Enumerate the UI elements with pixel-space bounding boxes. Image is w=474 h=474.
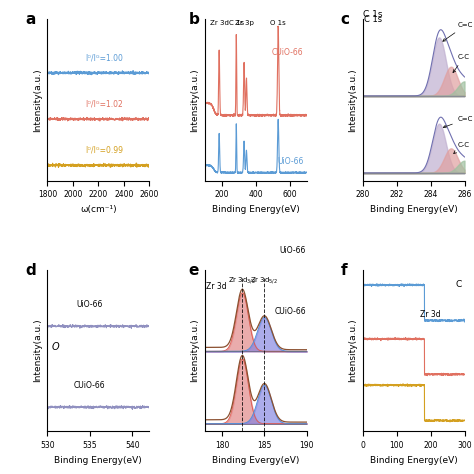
Y-axis label: Intensity(a.u.): Intensity(a.u.) [191, 68, 200, 132]
Text: O 1s: O 1s [270, 20, 286, 27]
X-axis label: Binding Energy(eV): Binding Energy(eV) [370, 456, 457, 465]
Y-axis label: Intensity(a.u.): Intensity(a.u.) [33, 319, 42, 383]
X-axis label: Binding Evergy(eV): Binding Evergy(eV) [212, 456, 300, 465]
Text: f: f [340, 263, 347, 278]
Y-axis label: Intensity(a.u.): Intensity(a.u.) [348, 68, 357, 132]
Text: O: O [52, 343, 59, 353]
Text: C 1s: C 1s [363, 10, 383, 19]
Text: e: e [189, 263, 199, 278]
Text: Zr 3p: Zr 3p [235, 20, 254, 27]
X-axis label: Binding Energy(eV): Binding Energy(eV) [55, 456, 142, 465]
Text: a: a [25, 12, 36, 27]
Text: UiO-66: UiO-66 [77, 300, 103, 309]
Text: C=C: C=C [443, 22, 473, 41]
Text: C 1s: C 1s [229, 20, 244, 27]
Text: UiO-66: UiO-66 [280, 246, 306, 255]
X-axis label: ω(cm⁻¹): ω(cm⁻¹) [80, 205, 117, 214]
Text: d: d [25, 263, 36, 278]
Text: Zr 3d: Zr 3d [420, 310, 441, 319]
Text: C=C: C=C [443, 117, 473, 128]
Text: c: c [340, 12, 349, 27]
Text: C-C: C-C [454, 142, 470, 154]
Text: CUiO-66: CUiO-66 [74, 381, 106, 390]
X-axis label: Binding Energy(eV): Binding Energy(eV) [370, 205, 457, 214]
Y-axis label: Intensity(a.u.): Intensity(a.u.) [191, 319, 200, 383]
Y-axis label: Intensity(a.u.): Intensity(a.u.) [348, 319, 357, 383]
Text: b: b [189, 12, 200, 27]
Text: Iᴰ/Iᴳ=1.02: Iᴰ/Iᴳ=1.02 [85, 99, 123, 108]
Text: CUiO-66: CUiO-66 [272, 48, 303, 57]
Text: Iᴰ/Iᴳ=0.99: Iᴰ/Iᴳ=0.99 [85, 146, 124, 155]
Y-axis label: Intensity(a.u.): Intensity(a.u.) [33, 68, 42, 132]
Text: CUiO-66: CUiO-66 [274, 307, 306, 316]
Text: Zr 3d: Zr 3d [210, 20, 228, 27]
X-axis label: Binding Energy(eV): Binding Energy(eV) [212, 205, 300, 214]
Text: C 1s: C 1s [364, 15, 382, 24]
Text: UiO-66: UiO-66 [277, 157, 303, 166]
Text: Zr 3d$_{3/2}$: Zr 3d$_{3/2}$ [228, 275, 256, 286]
Text: C: C [455, 281, 462, 290]
Text: Iᴰ/Iᴳ=1.00: Iᴰ/Iᴳ=1.00 [85, 53, 123, 62]
Text: Zr 3d$_{5/2}$: Zr 3d$_{5/2}$ [250, 275, 279, 286]
Text: Zr 3d: Zr 3d [206, 282, 227, 291]
Text: C-C: C-C [453, 55, 470, 73]
